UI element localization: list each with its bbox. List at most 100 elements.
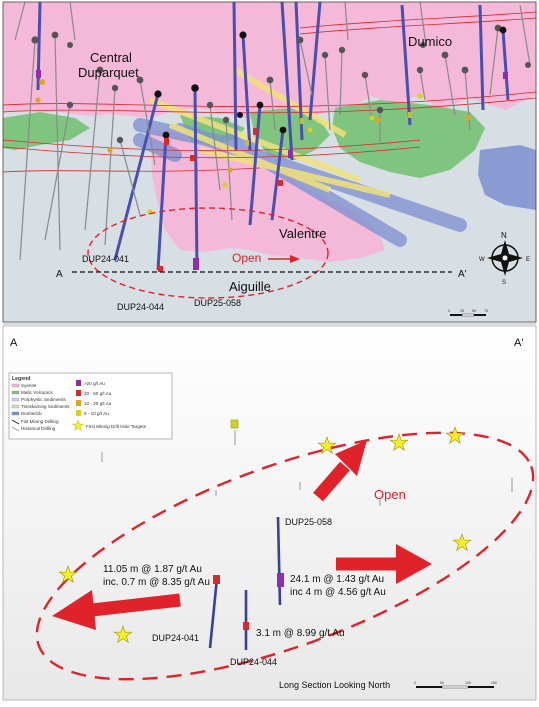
legend-label-grade-3: 10 - 20 g/t Au bbox=[84, 401, 112, 406]
target-star-icon-6 bbox=[113, 625, 133, 644]
legend-swatch-syenite bbox=[11, 383, 20, 388]
label-section-a-prime: A' bbox=[458, 269, 467, 280]
section-collar-marker bbox=[230, 419, 239, 429]
legend-title: Legend bbox=[12, 376, 30, 382]
legend-swatch-mafic bbox=[11, 390, 20, 395]
legend-swatch-fist-drilling bbox=[11, 419, 20, 425]
plan-frame bbox=[2, 1, 537, 323]
compass-north: N bbox=[501, 231, 507, 240]
open-arrow-left-shaft bbox=[91, 593, 181, 617]
compass-west: W bbox=[479, 257, 485, 263]
compass-south: S bbox=[502, 280, 506, 286]
legend-box bbox=[8, 372, 173, 440]
label-plan-open: Open bbox=[232, 251, 261, 265]
intercept-dup24-041-line2: inc. 0.7 m @ 8.35 g/t Au bbox=[103, 577, 210, 588]
label-central: Central bbox=[90, 50, 132, 65]
legend-label-fist-drilling: Fist Mining Drilling bbox=[21, 419, 59, 424]
legend-label-targets: First Mining Drill Hole Targets bbox=[86, 424, 147, 429]
section-corner-a-prime: A' bbox=[514, 337, 523, 349]
intercept-dup24-044-line1: 3.1 m @ 8.99 g/t Au bbox=[256, 628, 345, 639]
open-arrow-right-head bbox=[396, 544, 432, 584]
drill-collars bbox=[31, 24, 531, 144]
trace-dup24-041 bbox=[208, 577, 219, 649]
legend-star-icon bbox=[71, 419, 85, 432]
legend-label-grade-1: >20 g/t Au bbox=[84, 381, 105, 386]
target-star-icon-5 bbox=[58, 565, 78, 584]
legend-swatch-diorite bbox=[11, 411, 20, 416]
legend-swatch-grade-4 bbox=[76, 410, 81, 416]
section-label-dup24-041: DUP24-041 bbox=[152, 633, 199, 643]
section-scale-bar: 0 50 100 150 bbox=[414, 681, 497, 689]
target-star-icon-2 bbox=[389, 433, 409, 452]
label-plan-dup25-058: DUP25-058 bbox=[194, 298, 241, 308]
diorite-unit-east bbox=[478, 145, 536, 210]
section-caption: Long Section Looking North bbox=[279, 680, 390, 690]
legend-label-diorite: Diorite/Gb bbox=[21, 411, 42, 416]
section-frame bbox=[2, 325, 537, 701]
section-scale-tick-3: 150 bbox=[491, 681, 497, 685]
target-star-icon-1 bbox=[317, 436, 337, 455]
legend-label-syenite: Syenite bbox=[21, 383, 37, 388]
syenite-unit-south bbox=[150, 130, 385, 262]
plan-scale-tick-2: 50 bbox=[472, 309, 476, 313]
target-star-icon-3 bbox=[445, 426, 465, 445]
legend-swatch-grade-1 bbox=[76, 380, 81, 386]
intercept-marker-dup24-044 bbox=[243, 622, 249, 630]
label-aiguille: Aiguille bbox=[229, 279, 271, 294]
intercept-marker-dup24-041 bbox=[213, 575, 220, 584]
section-scale-tick-1: 50 bbox=[440, 681, 444, 685]
section-background-traces bbox=[101, 430, 513, 506]
plan-open-arrowhead bbox=[290, 255, 300, 263]
legend-swatch-timiskaming bbox=[11, 404, 20, 409]
plan-target-ellipse bbox=[87, 207, 329, 299]
section-open-label: Open bbox=[374, 487, 406, 502]
legend-label-historical: Historical Drilling bbox=[21, 426, 56, 431]
section-corner-a: A bbox=[10, 337, 18, 349]
intercept-dup25-058-line2: inc 4 m @ 4.56 g/t Au bbox=[290, 587, 386, 598]
trace-dup25-058 bbox=[276, 516, 282, 606]
intercept-dup25-058-line1: 24.1 m @ 1.43 g/t Au bbox=[290, 574, 384, 585]
plan-scale-tick-0: 0 bbox=[448, 309, 450, 313]
legend-swatch-grade-2 bbox=[76, 390, 81, 396]
label-plan-dup24-041: DUP24-041 bbox=[82, 254, 129, 264]
open-arrow-up-head bbox=[335, 440, 367, 476]
legend-swatch-porphyritic bbox=[11, 397, 20, 402]
legend-label-grade-2: 20 - 50 g/t Au bbox=[84, 391, 112, 396]
label-plan-dup24-044: DUP24-044 bbox=[117, 302, 164, 312]
target-stars bbox=[58, 426, 472, 644]
section-label-dup24-044: DUP24-044 bbox=[230, 657, 277, 667]
intercept-marker-dup25-058 bbox=[277, 573, 284, 587]
legend-swatch-historical bbox=[11, 426, 20, 432]
section-scale-tick-2: 100 bbox=[465, 681, 471, 685]
open-arrow-left-head bbox=[52, 590, 96, 630]
compass-east: E bbox=[526, 257, 530, 263]
legend-swatch-grade-3 bbox=[76, 400, 81, 406]
legend-label-mafic: Mafic Volcanics bbox=[21, 390, 53, 395]
label-dumico: Dumico bbox=[408, 34, 452, 49]
label-section-a: A bbox=[56, 269, 63, 280]
section-label-dup25-058: DUP25-058 bbox=[285, 517, 332, 527]
compass-icon bbox=[487, 240, 523, 276]
legend-label-grade-4: 5 - 10 g/t Au bbox=[84, 411, 109, 416]
open-arrow-up-shaft bbox=[313, 461, 350, 502]
legend-label-porphyritic: Porphyritic Sediments bbox=[21, 397, 66, 402]
target-star-icon-4 bbox=[452, 533, 472, 552]
drill-hole-traces bbox=[14, 1, 531, 271]
plan-scale-bar: 0 25 50 75 bbox=[448, 309, 488, 317]
grade-markers bbox=[35, 70, 508, 272]
section-scale-tick-0: 0 bbox=[414, 681, 416, 685]
legend: Legend Syenite Mafic Volcanics Porphyrit… bbox=[8, 372, 173, 440]
legend-label-timiskaming: Timiskaming Sediments bbox=[21, 404, 70, 409]
section-drill-holes bbox=[208, 516, 282, 650]
long-section: A A' Legend Syenite Mafic Volcanics Porp… bbox=[3, 326, 536, 700]
mafic-unit-west bbox=[3, 112, 90, 150]
plan-scale-tick-1: 25 bbox=[460, 309, 464, 313]
section-target-ellipse bbox=[35, 431, 535, 681]
plan-map: Central Duparquet Dumico Valentre Aiguil… bbox=[2, 1, 537, 322]
label-valentre: Valentre bbox=[279, 226, 326, 241]
intercept-dup24-041-line1: 11.05 m @ 1.87 g/t Au bbox=[103, 564, 202, 575]
plan-scale-tick-3: 75 bbox=[484, 309, 488, 313]
label-duparquet: Duparquet bbox=[78, 65, 139, 80]
